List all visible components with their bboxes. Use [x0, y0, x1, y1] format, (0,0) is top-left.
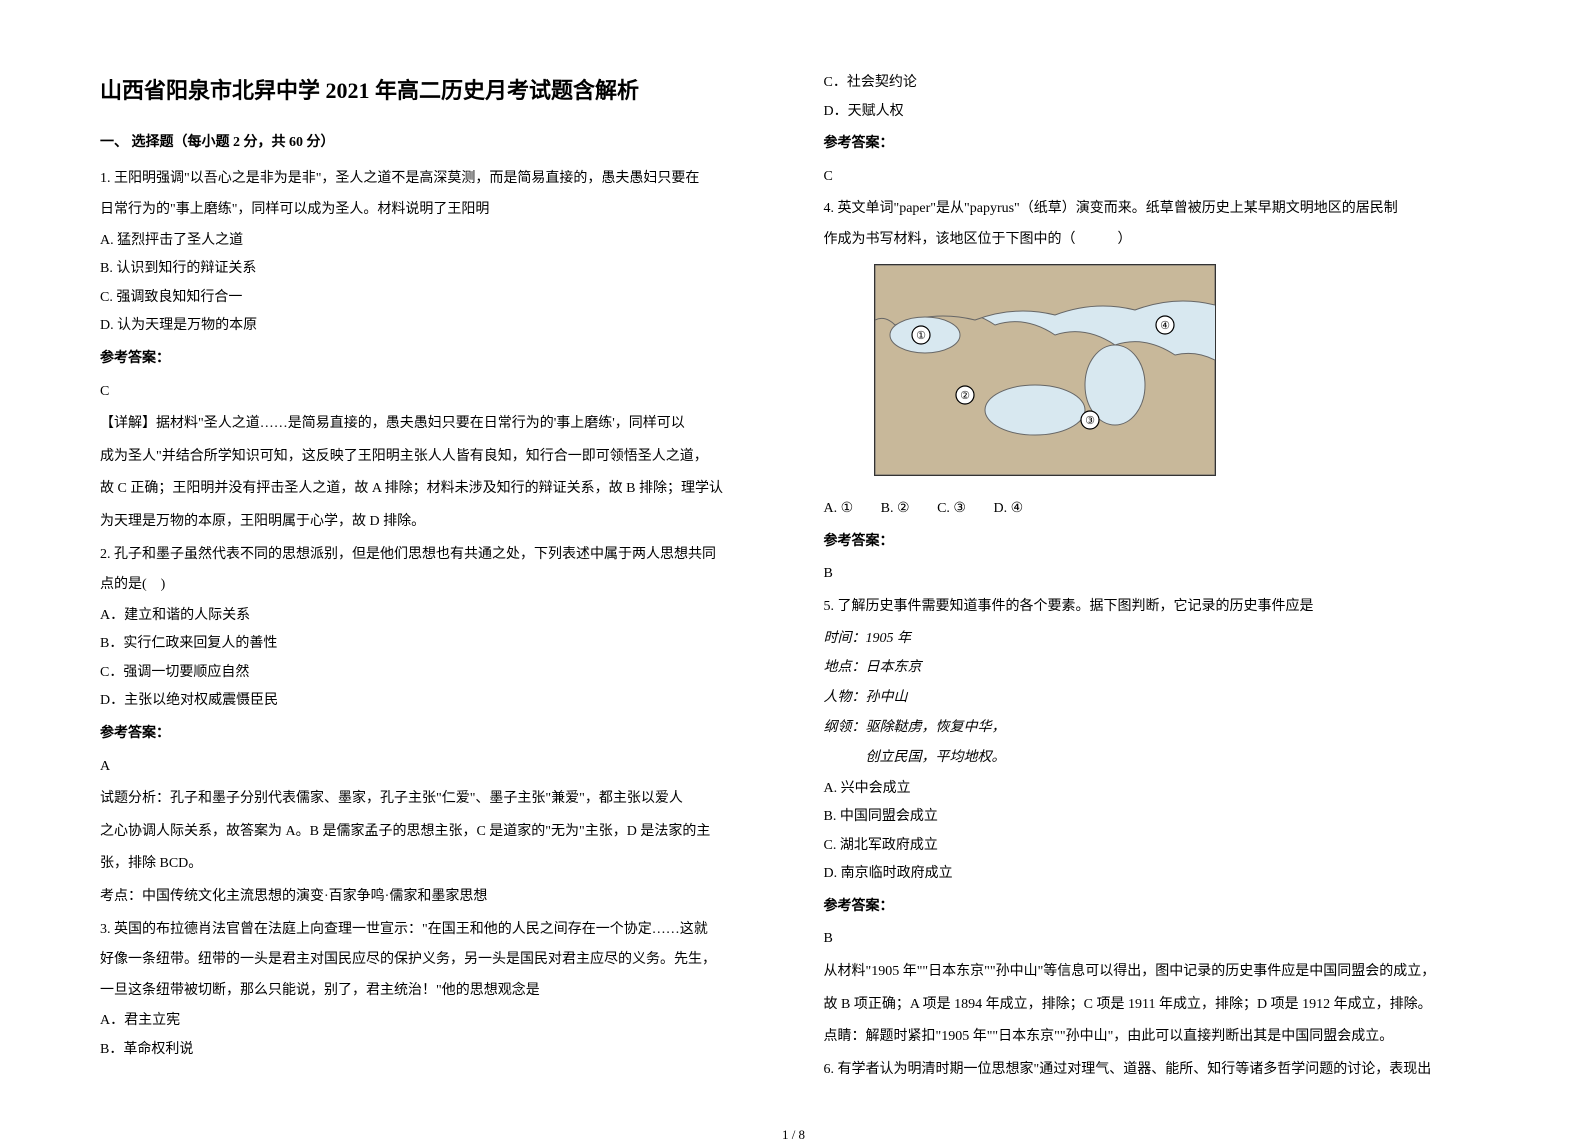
- q4-option-b: B. ②: [881, 501, 910, 516]
- q5-option-a: A. 兴中会成立: [824, 776, 1488, 803]
- q4-answer: B: [824, 561, 1488, 588]
- q1-explanation-3: 故 C 正确；王阳明并没有抨击圣人之道，故 A 排除；材料未涉及知行的辩证关系，…: [100, 476, 764, 503]
- q4-stem-line2: 作成为书写材料，该地区位于下图中的（ ）: [824, 227, 1488, 254]
- q1-explanation-2: 成为圣人"并结合所学知识可知，这反映了王阳明主张人人皆有良知，知行合一即可领悟圣…: [100, 444, 764, 471]
- q1-answer: C: [100, 379, 764, 406]
- q3-stem-line2: 好像一条纽带。纽带的一头是君主对国民应尽的保护义务，另一头是国民对君主应尽的义务…: [100, 947, 764, 974]
- map-figure: ① ② ③ ④: [824, 264, 1488, 487]
- q3-answer: C: [824, 164, 1488, 191]
- q5-info-place: 地点：日本东京: [824, 656, 1488, 680]
- q4-options: A. ① B. ② C. ③ D. ④: [824, 496, 1488, 523]
- q6-stem: 6. 有学者认为明清时期一位思想家"通过对理气、道器、能所、知行等诸多哲学问题的…: [824, 1057, 1488, 1084]
- q1-option-c: C. 强调致良知知行合一: [100, 285, 764, 312]
- q2-stem-line2: 点的是( ): [100, 572, 764, 599]
- q5-explanation-3: 点睛：解题时紧扣"1905 年""日本东京""孙中山"，由此可以直接判断出其是中…: [824, 1024, 1488, 1051]
- q2-stem-line1: 2. 孔子和墨子虽然代表不同的思想派别，但是他们思想也有共通之处，下列表述中属于…: [100, 542, 764, 569]
- q5-info-program-2: 创立民国，平均地权。: [824, 746, 1488, 770]
- q3-stem-line1: 3. 英国的布拉德肖法官曾在法庭上向查理一世宣示："在国王和他的人民之间存在一个…: [100, 917, 764, 944]
- q2-option-a: A．建立和谐的人际关系: [100, 603, 764, 630]
- map-label-4: ④: [1160, 320, 1170, 332]
- q1-stem-line2: 日常行为的"事上磨练"，同样可以成为圣人。材料说明了王阳明: [100, 197, 764, 224]
- q5-explanation-2: 故 B 项正确；A 项是 1894 年成立，排除；C 项是 1911 年成立，排…: [824, 992, 1488, 1019]
- q1-explanation-1: 【详解】据材料"圣人之道……是简易直接的，愚夫愚妇只要在日常行为的'事上磨练'，…: [100, 411, 764, 438]
- map-label-2: ②: [960, 390, 970, 402]
- q2-answer-label: 参考答案：: [100, 721, 764, 748]
- q5-explanation-1: 从材料"1905 年""日本东京""孙中山"等信息可以得出，图中记录的历史事件应…: [824, 959, 1488, 986]
- q3-option-c: C．社会契约论: [824, 70, 1488, 97]
- q3-stem-line3: 一旦这条纽带被切断，那么只能说，别了，君主统治！"他的思想观念是: [100, 978, 764, 1005]
- q1-answer-label: 参考答案：: [100, 346, 764, 373]
- q2-kaodian: 考点：中国传统文化主流思想的演变·百家争鸣·儒家和墨家思想: [100, 884, 764, 911]
- map-svg: ① ② ③ ④: [874, 264, 1216, 476]
- q4-option-a: A. ①: [824, 501, 854, 516]
- q3-option-a: A．君主立宪: [100, 1008, 764, 1035]
- map-label-3: ③: [1085, 415, 1095, 427]
- q5-info-person: 人物：孙中山: [824, 686, 1488, 710]
- q4-stem-line1: 4. 英文单词"paper"是从"papyrus"（纸草）演变而来。纸草曾被历史…: [824, 196, 1488, 223]
- q2-option-c: C．强调一切要顺应自然: [100, 660, 764, 687]
- map-label-1: ①: [916, 330, 926, 342]
- q2-option-b: B．实行仁政来回复人的善性: [100, 631, 764, 658]
- q5-answer-label: 参考答案：: [824, 894, 1488, 921]
- left-column: 山西省阳泉市北舁中学 2021 年高二历史月考试题含解析 一、 选择题（每小题 …: [100, 70, 764, 1087]
- q5-option-c: C. 湖北军政府成立: [824, 833, 1488, 860]
- q1-option-b: B. 认识到知行的辩证关系: [100, 256, 764, 283]
- q5-stem: 5. 了解历史事件需要知道事件的各个要素。据下图判断，它记录的历史事件应是: [824, 594, 1488, 621]
- q2-option-d: D．主张以绝对权威震慑臣民: [100, 688, 764, 715]
- q3-answer-label: 参考答案：: [824, 131, 1488, 158]
- q4-option-d: D. ④: [993, 501, 1023, 516]
- q5-option-d: D. 南京临时政府成立: [824, 861, 1488, 888]
- q2-answer: A: [100, 754, 764, 781]
- document-title: 山西省阳泉市北舁中学 2021 年高二历史月考试题含解析: [100, 70, 764, 112]
- q1-option-d: D. 认为天理是万物的本原: [100, 313, 764, 340]
- q4-answer-label: 参考答案：: [824, 529, 1488, 556]
- q1-option-a: A. 猛烈抨击了圣人之道: [100, 228, 764, 255]
- right-column: C．社会契约论 D．天赋人权 参考答案： C 4. 英文单词"paper"是从"…: [824, 70, 1488, 1087]
- q5-option-b: B. 中国同盟会成立: [824, 804, 1488, 831]
- q5-info-program-1: 纲领：驱除鞑虏，恢复中华，: [824, 716, 1488, 740]
- section-header: 一、 选择题（每小题 2 分，共 60 分）: [100, 130, 764, 157]
- q2-explanation-1: 试题分析：孔子和墨子分别代表儒家、墨家，孔子主张"仁爱"、墨子主张"兼爱"，都主…: [100, 786, 764, 813]
- q3-option-b: B．革命权利说: [100, 1037, 764, 1064]
- q1-explanation-4: 为天理是万物的本原，王阳明属于心学，故 D 排除。: [100, 509, 764, 536]
- q5-answer: B: [824, 926, 1488, 953]
- page-number: 1 / 8: [0, 1117, 1587, 1143]
- q4-option-c: C. ③: [937, 501, 966, 516]
- q5-info-time: 时间：1905 年: [824, 627, 1488, 651]
- q1-stem-line1: 1. 王阳明强调"以吾心之是非为是非"，圣人之道不是高深莫测，而是简易直接的，愚…: [100, 166, 764, 193]
- q2-explanation-2: 之心协调人际关系，故答案为 A。B 是儒家孟子的思想主张，C 是道家的"无为"主…: [100, 819, 764, 846]
- q2-explanation-3: 张，排除 BCD。: [100, 851, 764, 878]
- q3-option-d: D．天赋人权: [824, 99, 1488, 126]
